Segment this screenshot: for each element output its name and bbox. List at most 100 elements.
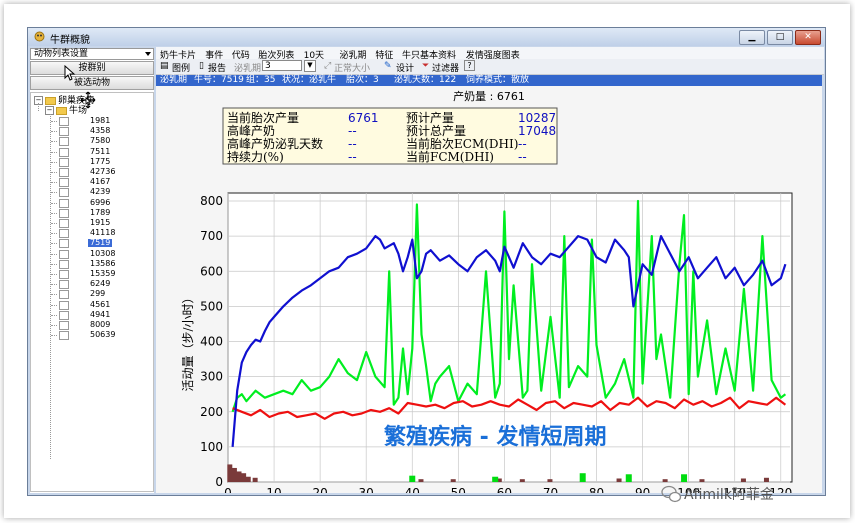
stats-box — [222, 107, 558, 165]
tree-cow-item[interactable]: 6249 — [90, 279, 111, 289]
tree-cow-item[interactable]: 4167 — [90, 177, 111, 187]
folder-icon — [56, 106, 67, 115]
tree-group-node[interactable]: − 牛场 — [45, 106, 87, 116]
activity-chart: 0 100 200 300 400 500 600 700 800 0 10 20 30 40 50 60 70… — [181, 89, 793, 513]
tree-line — [51, 335, 57, 337]
chart-icon: ▤ — [160, 61, 169, 71]
menu-item[interactable]: 发情强度图表 — [465, 51, 520, 61]
menu-item[interactable]: 特征 — [375, 51, 394, 61]
report-button[interactable]: 报告 — [208, 64, 227, 74]
stat-label-2: 预计总产量 — [406, 124, 466, 138]
event-bar — [450, 479, 456, 482]
close-button[interactable]: ✕ — [795, 30, 821, 45]
cow-node-icon — [59, 137, 69, 149]
event-bar-green — [681, 474, 688, 482]
tree-line — [50, 114, 51, 459]
tree-cow-item[interactable]: 1915 — [90, 218, 111, 227]
info-period: 泌乳期 — [160, 75, 188, 85]
tree-cow-item[interactable]: 4561 — [90, 299, 111, 309]
tree-cow-item[interactable]: 7511 — [90, 146, 111, 156]
menu-item[interactable]: 泌乳期 — [339, 51, 367, 61]
tree-cow-item[interactable]: 15359 — [90, 269, 116, 278]
info-cow-no: 牛号：7519 — [194, 75, 244, 85]
collapse-icon[interactable]: − — [45, 106, 54, 115]
cow-node-icon — [59, 168, 69, 180]
tree-line — [51, 161, 57, 163]
tree-cow-item[interactable]: 299 — [90, 289, 106, 299]
x-tick-label: 20 — [312, 486, 327, 493]
normal-size-button[interactable]: 正常大小 — [334, 64, 371, 74]
tree-cow-item[interactable]: 6996 — [90, 197, 111, 207]
info-feeding: 饲养模式：散放 — [466, 75, 530, 85]
tree-cow-item[interactable]: 41118 — [90, 228, 116, 238]
window-title: 牛群概貌 — [50, 35, 90, 46]
tree-line — [51, 304, 57, 306]
chevron-down-icon — [145, 52, 151, 56]
cow-node-icon — [59, 147, 69, 160]
cow-node-icon — [59, 300, 69, 313]
y-axis-label: 活动量（步/小时） — [181, 291, 195, 391]
legend-button[interactable]: 图例 — [172, 64, 191, 74]
tree-cow-item[interactable]: 42736 — [90, 167, 116, 176]
design-button[interactable]: 设计 — [396, 64, 415, 74]
y-tick-label: 600 — [200, 264, 223, 278]
tree-line — [51, 212, 57, 214]
chevron-down-icon[interactable]: ▼ — [304, 60, 316, 72]
cow-node-icon — [59, 198, 69, 211]
tree-cow-item[interactable]: 7580 — [90, 136, 111, 146]
tree-line — [51, 274, 57, 275]
animal-list-settings-dropdown[interactable]: 动物列表设置 — [30, 48, 154, 60]
tree-line — [51, 172, 57, 173]
move-cursor-icon — [80, 91, 96, 109]
info-group: 组：35 — [246, 75, 276, 85]
menu-item[interactable]: 10天 — [303, 51, 325, 61]
report-icon: ▯ — [199, 61, 204, 71]
info-days: 泌乳天数：122 — [394, 75, 457, 85]
menu-item[interactable]: 事件 — [205, 51, 224, 61]
stat-value: -- — [348, 150, 357, 164]
event-bar — [740, 478, 746, 482]
chart-title: 产奶量 : 6761 — [453, 89, 525, 103]
menu-bar: 奶牛卡片 事件 代码 胎次列表 10天 泌乳期 特征 牛只基本资料 发情强度图表 — [156, 47, 824, 61]
toolbar: ▤ 图例 ▯ 报告 泌乳期 3 ▼ ⤢ 正常大小 ✎ 设计 ⏷ 过滤器 ? — [156, 59, 824, 75]
tree-cow-item[interactable]: 1789 — [90, 207, 111, 217]
tree-cow-item[interactable]: 1775 — [90, 156, 111, 166]
tree-cow-item[interactable]: 1981 — [90, 116, 111, 125]
chart-area: 0 100 200 300 400 500 600 700 800 0 10 20 30 40 50 60 70… — [156, 86, 822, 513]
title-bar: 牛群概貌 ▁ □ ✕ — [28, 28, 825, 46]
menu-item[interactable]: 胎次列表 — [258, 51, 295, 61]
tree-line — [51, 151, 57, 153]
tree-cow-item[interactable]: 7519 — [88, 238, 113, 248]
tree-cow-item[interactable]: 8009 — [90, 320, 111, 329]
minimize-button[interactable]: ▁ — [739, 30, 765, 45]
lactation-value: 3 — [265, 61, 271, 71]
menu-item[interactable]: 奶牛卡片 — [160, 51, 197, 61]
tree-line — [51, 131, 57, 133]
event-bar — [496, 478, 502, 482]
tree-line — [51, 314, 57, 316]
stat-label-2: 当前胎次ECM(DHI) — [406, 136, 518, 151]
cow-info-bar: 泌乳期 牛号：7519 组：35 状况：泌乳牛 胎次：3 泌乳天数：122 饲养… — [156, 75, 822, 86]
menu-item[interactable]: 牛只基本资料 — [402, 51, 457, 61]
tree-line — [51, 325, 57, 326]
tree-cow-item[interactable]: 4239 — [90, 187, 111, 197]
by-group-button[interactable]: 按群别 — [30, 61, 154, 75]
event-bar — [662, 479, 668, 482]
cow-node-icon — [59, 331, 69, 343]
help-button[interactable]: ? — [464, 60, 475, 71]
tree-cow-item[interactable]: 4358 — [90, 126, 111, 136]
tree-cow-item[interactable]: 50639 — [90, 330, 116, 340]
event-bar — [227, 464, 233, 482]
stat-value-2: 17048 — [518, 124, 556, 138]
lactation-select[interactable]: 3 — [262, 60, 302, 71]
maximize-button[interactable]: □ — [767, 30, 793, 45]
tree-cow-item[interactable]: 10308 — [90, 248, 116, 258]
tree-cow-item[interactable]: 4941 — [90, 309, 111, 319]
filter-button[interactable]: 过滤器 — [432, 64, 460, 74]
cow-node-icon — [59, 229, 69, 241]
x-tick-label: 80 — [589, 486, 604, 493]
selected-animals-button[interactable]: 被选动物 — [30, 76, 154, 90]
tree-cow-item[interactable]: 13586 — [90, 258, 116, 268]
event-bar — [699, 479, 705, 482]
menu-item[interactable]: 代码 — [231, 51, 250, 61]
